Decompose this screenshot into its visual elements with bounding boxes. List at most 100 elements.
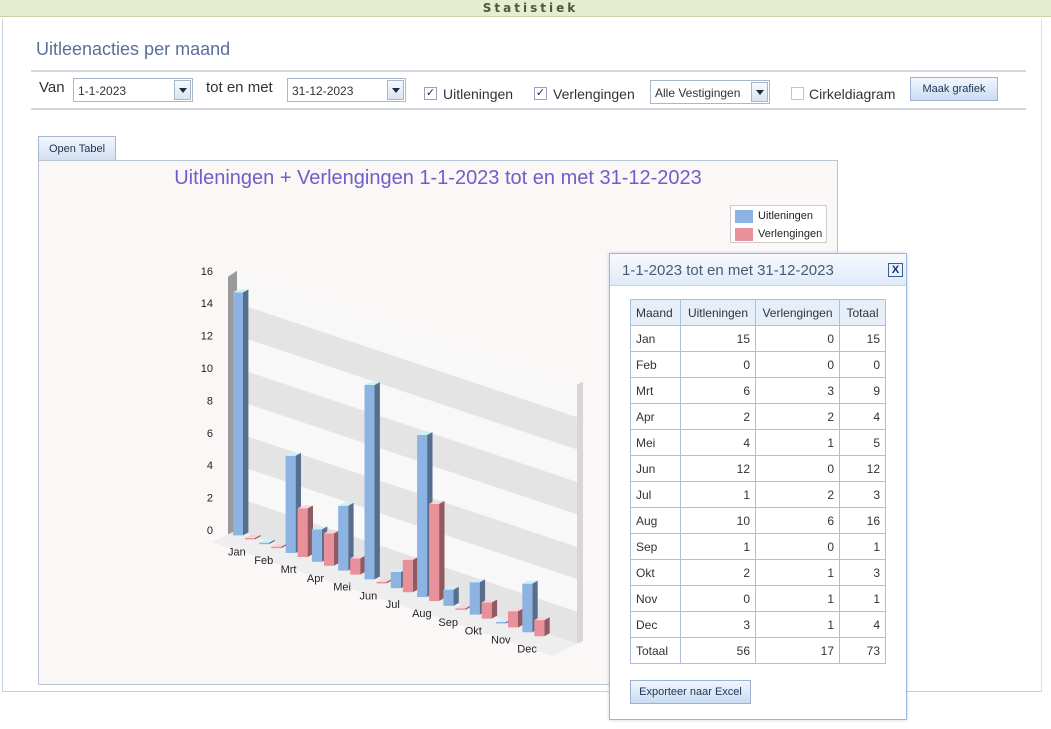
y-axis-tick-label: 8 bbox=[207, 395, 213, 407]
bar-side-verlengingen bbox=[544, 617, 550, 637]
pie-chart-checkbox[interactable] bbox=[791, 87, 804, 100]
content-panel bbox=[2, 19, 1042, 692]
table-cell-value: 6 bbox=[755, 507, 840, 534]
y-axis-tick-label: 0 bbox=[207, 525, 213, 537]
from-date-select[interactable]: 1-1-2023 bbox=[73, 78, 193, 102]
bar-top-verlengingen bbox=[376, 578, 392, 582]
table-header-row: Maand Uitleningen Verlengingen Totaal bbox=[630, 299, 886, 326]
table-cell-value: 1 bbox=[755, 429, 840, 456]
table-cell-value: 9 bbox=[839, 377, 886, 404]
table-cell-value: 4 bbox=[839, 403, 886, 430]
make-chart-button[interactable]: Maak grafiek bbox=[910, 77, 998, 101]
bar-side-uitleningen bbox=[243, 289, 249, 536]
table-row: Nov 0 1 1 bbox=[630, 585, 886, 612]
loans-checkbox-label[interactable]: Uitleningen bbox=[443, 86, 514, 102]
table-cell-value: 10 bbox=[680, 507, 756, 534]
bar-uitleningen bbox=[364, 384, 375, 580]
bar-side-verlengingen bbox=[281, 543, 287, 549]
table-row: Jul 1 2 3 bbox=[630, 481, 886, 508]
pie-chart-checkbox-label[interactable]: Cirkeldiagram bbox=[809, 86, 896, 102]
table-row: Sep 1 0 1 bbox=[630, 533, 886, 560]
table-row: Dec 3 1 4 bbox=[630, 611, 886, 638]
table-row: Jan 15 0 15 bbox=[630, 325, 886, 352]
bar-uitleningen bbox=[311, 529, 322, 562]
bar-side-verlengingen bbox=[333, 530, 340, 566]
x-axis-tick-label: Jun bbox=[360, 590, 378, 602]
bar-uitleningen bbox=[496, 621, 506, 624]
table-row: Mrt 6 3 9 bbox=[630, 377, 886, 404]
table-cell-value: 0 bbox=[755, 351, 840, 378]
bar-uitleningen bbox=[259, 542, 270, 545]
table-cell-value: 3 bbox=[839, 559, 886, 586]
bar-top-verlengingen bbox=[323, 530, 340, 534]
table-cell-value: 3 bbox=[839, 481, 886, 508]
data-table: Maand Uitleningen Verlengingen Totaal Ja… bbox=[630, 299, 886, 664]
x-axis-tick-label: Feb bbox=[254, 555, 273, 567]
popup-title: 1-1-2023 tot en met 31-12-2023 bbox=[622, 262, 834, 279]
bar-top-uitleningen bbox=[364, 381, 380, 385]
chart-title: Uitleningen + Verlengingen 1-1-2023 tot … bbox=[174, 167, 702, 189]
table-cell-month: Apr bbox=[630, 403, 681, 430]
bar-top-uitleningen bbox=[311, 526, 328, 530]
chart-grid-band bbox=[237, 368, 577, 515]
x-axis-tick-label: Okt bbox=[465, 626, 482, 638]
table-cell-value: 1 bbox=[755, 611, 840, 638]
table-cell-month: Nov bbox=[630, 585, 681, 612]
export-excel-button[interactable]: Exporteer naar Excel bbox=[630, 680, 751, 704]
column-header: Verlengingen bbox=[755, 299, 840, 326]
to-label: tot en met bbox=[206, 79, 273, 96]
page-title: Uitleenacties per maand bbox=[36, 39, 231, 59]
table-cell-value: 1 bbox=[755, 559, 840, 586]
table-cell-value: 0 bbox=[755, 455, 840, 482]
table-cell-value: 16 bbox=[839, 507, 886, 534]
x-axis-tick-label: Dec bbox=[517, 643, 537, 655]
chart-grid-band bbox=[237, 400, 577, 547]
close-icon[interactable]: X bbox=[888, 263, 903, 277]
bar-top-uitleningen bbox=[390, 569, 407, 573]
column-header: Totaal bbox=[839, 299, 886, 326]
table-cell-month: Jan bbox=[630, 325, 681, 352]
table-total-row: Totaal 56 17 73 bbox=[630, 637, 886, 664]
table-cell-value: 2 bbox=[680, 403, 756, 430]
table-cell-value: 5 bbox=[839, 429, 886, 456]
x-axis-tick-label: Jan bbox=[228, 546, 246, 558]
renewals-checkbox-label[interactable]: Verlengingen bbox=[553, 86, 635, 102]
from-label: Van bbox=[39, 79, 65, 96]
bar-uitleningen bbox=[285, 455, 296, 553]
open-table-button[interactable]: Open Tabel bbox=[38, 136, 116, 160]
toolbar-divider-bottom bbox=[31, 108, 1026, 110]
bar-verlengingen bbox=[297, 508, 308, 557]
column-header: Uitleningen bbox=[680, 299, 756, 326]
table-cell-value: 1 bbox=[755, 585, 840, 612]
bar-top-verlengingen bbox=[455, 605, 471, 609]
table-cell-value: 1 bbox=[839, 585, 886, 612]
chevron-down-icon[interactable] bbox=[387, 80, 404, 100]
table-cell-value: 2 bbox=[680, 559, 756, 586]
chevron-down-icon[interactable] bbox=[174, 80, 191, 100]
to-date-select[interactable]: 31-12-2023 bbox=[287, 78, 406, 102]
bar-side-verlengingen bbox=[439, 500, 445, 602]
chevron-down-icon[interactable] bbox=[751, 82, 768, 102]
table-cell-month: Mei bbox=[630, 429, 681, 456]
table-cell-month: Okt bbox=[630, 559, 681, 586]
bar-uitleningen bbox=[390, 572, 401, 589]
bar-verlengingen bbox=[271, 546, 282, 549]
table-cell-value: 17 bbox=[755, 637, 840, 664]
bar-top-uitleningen bbox=[285, 452, 301, 456]
bar-verlengingen bbox=[376, 581, 387, 584]
chart-right-wall bbox=[577, 381, 583, 644]
table-row: Aug 10 6 16 bbox=[630, 507, 886, 534]
table-cell-month: Totaal bbox=[630, 637, 681, 664]
table-cell-value: 56 bbox=[680, 637, 756, 664]
table-cell-value: 73 bbox=[839, 637, 886, 664]
bar-verlengingen bbox=[429, 503, 440, 602]
y-axis-tick-label: 6 bbox=[207, 428, 213, 440]
branch-select[interactable]: Alle Vestigingen bbox=[650, 80, 770, 104]
bar-top-uitleningen bbox=[496, 618, 512, 622]
loans-checkbox[interactable] bbox=[424, 87, 437, 100]
bar-side-uitleningen bbox=[374, 381, 380, 580]
renewals-checkbox[interactable] bbox=[534, 87, 547, 100]
bar-uitleningen bbox=[417, 435, 428, 598]
y-axis-tick-label: 12 bbox=[201, 331, 213, 343]
table-cell-value: 15 bbox=[839, 325, 886, 352]
